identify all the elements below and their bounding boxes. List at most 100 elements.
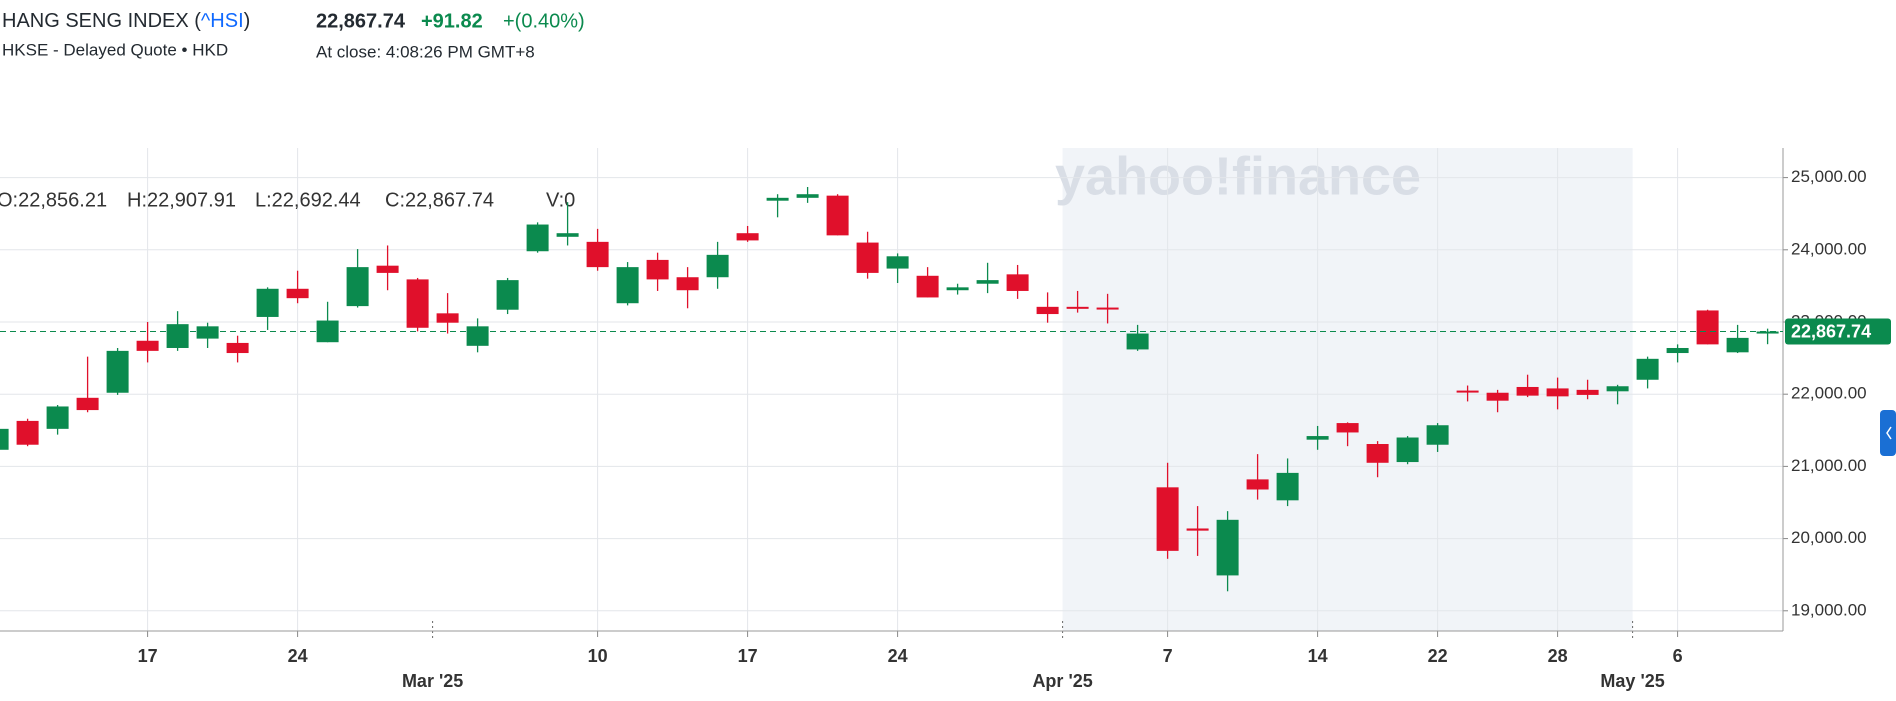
- month-label: Apr '25: [1032, 671, 1092, 691]
- candle-body: [436, 313, 459, 323]
- candle-body: [1756, 331, 1779, 334]
- candle-body: [1396, 437, 1419, 463]
- x-tick-label: 10: [588, 646, 608, 666]
- candle-body: [346, 267, 369, 307]
- side-tab[interactable]: [1880, 410, 1896, 456]
- x-tick-label: 24: [888, 646, 908, 666]
- candle-body: [496, 280, 519, 310]
- candle-body: [766, 197, 789, 201]
- candle-body: [466, 326, 489, 346]
- ohlc-readout: O:22,856.21: [0, 189, 107, 211]
- symbol[interactable]: ^HSI: [201, 10, 244, 32]
- ohlc-readout: C:22,867.74: [385, 189, 494, 211]
- y-tick-label: 24,000.00: [1791, 239, 1867, 258]
- y-tick-label: 22,000.00: [1791, 384, 1867, 403]
- y-tick-label: 25,000.00: [1791, 167, 1867, 186]
- x-tick-label: 24: [288, 646, 308, 666]
- candle-body: [316, 320, 339, 343]
- candle-body: [886, 256, 909, 269]
- candle-body: [616, 267, 639, 304]
- candle-body: [76, 397, 99, 411]
- candle-body: [1186, 528, 1209, 531]
- candle-body: [1066, 306, 1089, 309]
- side-tab-icon: [1886, 426, 1892, 440]
- candle-body: [226, 342, 249, 354]
- ohlc-readout: V:0: [546, 189, 575, 211]
- candle-body: [1636, 358, 1659, 380]
- candle-body: [196, 326, 219, 339]
- x-tick-label: 17: [138, 646, 158, 666]
- candle-body: [286, 288, 309, 299]
- candle-body: [1366, 444, 1389, 463]
- candle-body: [1696, 310, 1719, 345]
- candle-body: [946, 287, 969, 291]
- candle-body: [1036, 306, 1059, 315]
- candle-body: [406, 279, 429, 328]
- candle-body: [166, 324, 189, 348]
- candle-body: [0, 428, 9, 450]
- candle-body: [676, 277, 699, 291]
- candle-body: [256, 288, 279, 317]
- x-tick-label: 22: [1428, 646, 1448, 666]
- candle-body: [1726, 337, 1749, 353]
- candle-body: [1456, 390, 1479, 393]
- name-suffix: ): [244, 10, 251, 32]
- change: +91.82: [421, 10, 483, 32]
- candle-body: [1216, 519, 1239, 576]
- candle-body: [1486, 392, 1509, 401]
- candle-body: [556, 233, 579, 237]
- candle-body: [796, 194, 819, 198]
- candle-body: [1546, 388, 1569, 397]
- x-tick-label: 6: [1673, 646, 1683, 666]
- candle-body: [706, 254, 729, 278]
- candle-body: [1336, 423, 1359, 433]
- candle-body: [916, 275, 939, 298]
- candle-body: [1126, 333, 1149, 350]
- candle-body: [646, 259, 669, 280]
- x-tick-label: 14: [1308, 646, 1328, 666]
- name-prefix: HANG SENG INDEX (: [2, 10, 201, 32]
- candle-body: [1576, 389, 1599, 395]
- quote-subtitle: HKSE - Delayed Quote • HKD: [2, 40, 228, 59]
- ohlc-readout: H:22,907.91: [127, 189, 236, 211]
- candle-body: [736, 233, 759, 241]
- candle-body: [106, 350, 129, 393]
- candle-body: [136, 340, 159, 351]
- last-price-label: 22,867.74: [1791, 321, 1871, 341]
- x-tick-label: 17: [738, 646, 758, 666]
- candle-body: [46, 406, 69, 429]
- y-tick-label: 19,000.00: [1791, 600, 1867, 619]
- x-tick-label: 28: [1548, 646, 1568, 666]
- candle-body: [1006, 274, 1029, 291]
- month-label: Mar '25: [402, 671, 463, 691]
- ohlc-readout: L:22,692.44: [255, 189, 361, 211]
- last-price-badge: [1785, 318, 1891, 345]
- y-tick-label: 20,000.00: [1791, 528, 1867, 547]
- candle-body: [1246, 479, 1269, 490]
- x-tick-label: 7: [1163, 646, 1173, 666]
- y-tick-label: 21,000.00: [1791, 456, 1867, 475]
- candle-body: [976, 280, 999, 284]
- candle-body: [376, 265, 399, 273]
- month-label: May '25: [1600, 671, 1664, 691]
- quote-title: HANG SENG INDEX (^HSI): [2, 10, 250, 32]
- candle-body: [856, 242, 879, 273]
- candle-body: [1426, 425, 1449, 445]
- close-time: At close: 4:08:26 PM GMT+8: [316, 42, 535, 61]
- candle-body: [1306, 436, 1329, 440]
- candle-body: [826, 195, 849, 236]
- candle-body: [1096, 307, 1119, 310]
- candle-body: [1516, 386, 1539, 396]
- candle-body: [526, 224, 549, 252]
- candle-body: [586, 241, 609, 268]
- change-percent: +(0.40%): [503, 10, 585, 32]
- candle-body: [1606, 386, 1629, 392]
- candle-body: [1156, 487, 1179, 551]
- watermark: yahoo!finance: [1055, 146, 1421, 206]
- candle-body: [16, 420, 39, 445]
- candle-body: [1276, 472, 1299, 501]
- candle-body: [1666, 347, 1689, 354]
- price: 22,867.74: [316, 10, 406, 32]
